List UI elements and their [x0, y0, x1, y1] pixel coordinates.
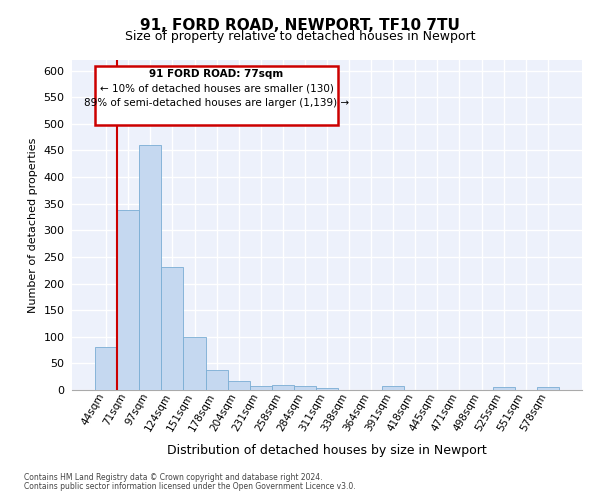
Bar: [95, 348, 117, 390]
Bar: [227, 381, 250, 390]
Text: ← 10% of detached houses are smaller (130): ← 10% of detached houses are smaller (13…: [100, 84, 334, 94]
Text: Size of property relative to detached houses in Newport: Size of property relative to detached ho…: [125, 30, 475, 43]
Text: 91 FORD ROAD: 77sqm: 91 FORD ROAD: 77sqm: [149, 68, 284, 78]
Bar: [206, 370, 227, 390]
X-axis label: Distribution of detached houses by size in Newport: Distribution of detached houses by size …: [167, 444, 487, 457]
Bar: [117, 210, 139, 390]
Bar: [272, 385, 294, 390]
Bar: [184, 338, 206, 390]
Text: 89% of semi-detached houses are larger (1,139) →: 89% of semi-detached houses are larger (…: [84, 98, 349, 108]
Bar: [382, 386, 404, 390]
Bar: [493, 388, 515, 390]
Bar: [537, 388, 559, 390]
FancyBboxPatch shape: [95, 66, 338, 125]
Text: Contains HM Land Registry data © Crown copyright and database right 2024.: Contains HM Land Registry data © Crown c…: [24, 474, 323, 482]
Bar: [294, 386, 316, 390]
Bar: [161, 266, 184, 390]
Y-axis label: Number of detached properties: Number of detached properties: [28, 138, 38, 312]
Text: Contains public sector information licensed under the Open Government Licence v3: Contains public sector information licen…: [24, 482, 356, 491]
Bar: [139, 145, 161, 390]
Bar: [250, 386, 272, 390]
Text: 91, FORD ROAD, NEWPORT, TF10 7TU: 91, FORD ROAD, NEWPORT, TF10 7TU: [140, 18, 460, 32]
Bar: [316, 388, 338, 390]
